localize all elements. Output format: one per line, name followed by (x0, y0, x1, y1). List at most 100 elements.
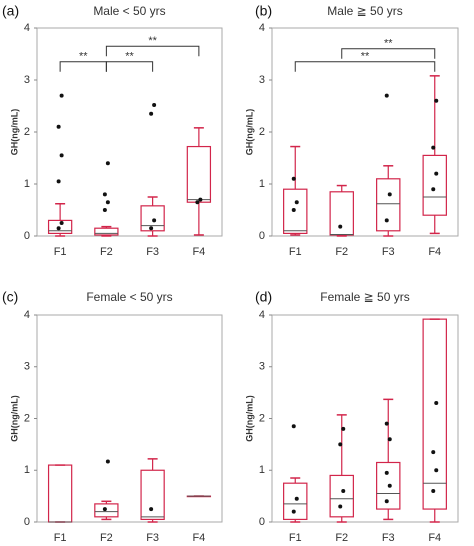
data-point (291, 176, 296, 181)
y-tick-label: 3 (24, 74, 30, 86)
significance-bracket (105, 61, 154, 72)
data-point (434, 400, 439, 405)
box (283, 482, 308, 521)
panel-title: Female ≧ 50 yrs (320, 290, 409, 304)
data-point (294, 200, 299, 205)
y-tick-label: 2 (259, 412, 265, 424)
data-point (384, 93, 389, 98)
y-tick-label: 4 (259, 22, 265, 34)
x-tick-label: F3 (146, 532, 159, 544)
data-point (291, 509, 296, 514)
box (376, 178, 401, 232)
data-point (431, 145, 436, 150)
data-point (434, 98, 439, 103)
data-point (102, 192, 107, 197)
significance-label: ** (148, 35, 157, 47)
significance-bracket (59, 61, 107, 72)
x-tick-label: F3 (146, 246, 159, 258)
panel-label: (d) (255, 289, 272, 305)
data-point (195, 200, 200, 205)
panel-title: Male < 50 yrs (93, 4, 165, 18)
data-point (105, 161, 110, 166)
data-point (149, 226, 154, 231)
x-tick-label: F1 (54, 532, 67, 544)
data-point (105, 200, 110, 205)
data-point (384, 421, 389, 426)
significance-label: ** (384, 38, 393, 50)
x-tick-label: F1 (289, 532, 302, 544)
box (422, 318, 447, 510)
data-point (56, 226, 61, 231)
data-point (431, 488, 436, 493)
data-point (434, 468, 439, 473)
data-point (152, 218, 157, 223)
x-tick-label: F3 (382, 532, 395, 544)
data-point (384, 218, 389, 223)
y-axis-label: GH(ng/mL) (244, 395, 254, 442)
significance-bracket (341, 48, 436, 59)
data-point (152, 102, 157, 107)
plot-frame (271, 314, 459, 523)
box (186, 145, 212, 203)
panel-label: (c) (2, 289, 18, 305)
plot-frame (36, 314, 223, 523)
data-point (56, 179, 61, 184)
y-axis-label: GH(ng/mL) (244, 109, 254, 156)
box (329, 474, 354, 518)
data-point (149, 507, 154, 512)
y-tick-label: 1 (24, 464, 30, 476)
y-tick-label: 3 (259, 361, 265, 373)
data-point (434, 171, 439, 176)
y-tick-label: 0 (259, 230, 265, 242)
data-point (387, 437, 392, 442)
box (94, 227, 119, 236)
panel-label: (a) (2, 3, 19, 19)
x-tick-label: F1 (289, 246, 302, 258)
data-point (384, 499, 389, 504)
data-point (338, 504, 343, 509)
box (283, 188, 308, 234)
x-tick-label: F3 (382, 246, 395, 258)
box (376, 461, 401, 510)
x-tick-label: F4 (428, 532, 441, 544)
data-point (291, 424, 296, 429)
x-tick-label: F1 (54, 246, 67, 258)
y-tick-label: 4 (259, 309, 265, 321)
panel-title: Male ≧ 50 yrs (327, 4, 402, 18)
data-point (291, 208, 296, 212)
box (329, 191, 354, 236)
data-point (102, 507, 107, 512)
box (140, 469, 165, 521)
x-tick-label: F2 (100, 246, 113, 258)
box (422, 154, 447, 216)
y-tick-label: 1 (259, 464, 265, 476)
box (94, 503, 119, 518)
x-tick-label: F4 (192, 532, 205, 544)
y-tick-label: 0 (24, 230, 30, 242)
significance-label: ** (79, 51, 88, 63)
y-tick-label: 3 (259, 74, 265, 86)
x-tick-label: F4 (192, 246, 205, 258)
significance-bracket (105, 45, 200, 57)
y-tick-label: 0 (259, 516, 265, 528)
data-point (338, 224, 343, 229)
y-tick-label: 2 (259, 126, 265, 138)
data-point (341, 426, 346, 431)
y-tick-label: 4 (24, 309, 30, 321)
data-point (294, 496, 299, 501)
data-point (59, 153, 64, 158)
y-tick-label: 1 (259, 178, 265, 190)
x-tick-label: F2 (335, 532, 348, 544)
data-point (105, 459, 110, 464)
data-point (102, 208, 107, 212)
data-point (341, 488, 346, 493)
y-axis-label: GH(ng/mL) (9, 109, 19, 156)
data-point (387, 483, 392, 488)
data-point (338, 442, 343, 447)
data-point (431, 187, 436, 192)
box (140, 205, 165, 232)
significance-label: ** (125, 51, 134, 63)
y-axis-label: GH(ng/mL) (9, 395, 19, 442)
data-point (198, 197, 203, 202)
data-point (59, 93, 64, 98)
